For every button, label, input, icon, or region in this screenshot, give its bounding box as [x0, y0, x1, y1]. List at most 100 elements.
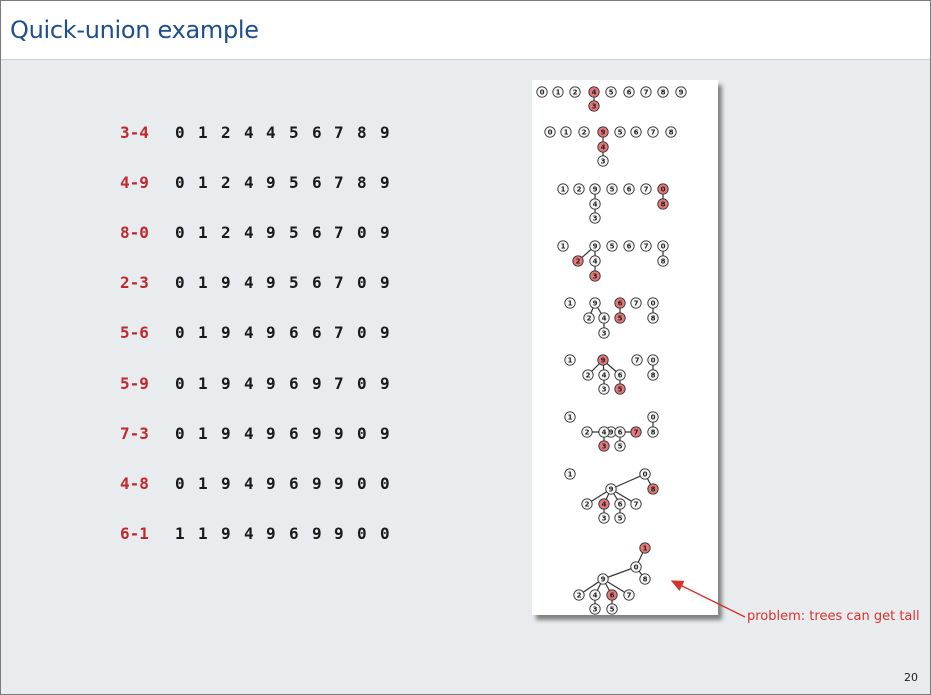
tree-node: 0	[544, 126, 556, 138]
tree-node: 8	[657, 198, 669, 210]
svg-text:7: 7	[651, 128, 656, 136]
id-entry: 9	[221, 474, 231, 493]
svg-text:5: 5	[610, 605, 615, 613]
id-entry: 0	[175, 123, 185, 142]
id-entry: 9	[221, 323, 231, 342]
tree-node: 7	[640, 240, 652, 252]
tree-node: 4	[598, 312, 610, 324]
svg-text:4: 4	[601, 143, 606, 151]
id-entry: 9	[380, 424, 390, 443]
id-entry: 4	[266, 123, 276, 142]
svg-text:0: 0	[651, 299, 656, 307]
id-entry: 0	[175, 323, 185, 342]
tree-node: 5	[606, 240, 618, 252]
union-operation: 7-3	[120, 424, 149, 443]
id-entry: 4	[244, 474, 254, 493]
tree-node: 6	[623, 240, 635, 252]
id-entry: 0	[380, 524, 390, 543]
svg-text:7: 7	[634, 500, 639, 508]
svg-text:8: 8	[651, 371, 656, 379]
forest-snapshot: 1 2 9 4 3 5 6 7 0 8	[557, 183, 669, 224]
svg-text:5: 5	[618, 128, 623, 136]
svg-text:3: 3	[602, 514, 607, 522]
id-entry: 9	[334, 424, 344, 443]
id-entry: 6	[289, 424, 299, 443]
svg-text:4: 4	[593, 591, 598, 599]
id-entry: 9	[380, 273, 390, 292]
tree-node: 4	[589, 255, 601, 267]
id-entry: 1	[198, 424, 208, 443]
id-entry: 5	[289, 123, 299, 142]
tree-node: 9	[597, 354, 609, 366]
tree-node: 2	[581, 426, 593, 438]
id-entry: 9	[266, 173, 276, 192]
svg-text:6: 6	[627, 88, 632, 96]
svg-text:5: 5	[610, 185, 615, 193]
forest-snapshot: 1 0 9 2 4 6 7 8 3 5	[564, 411, 659, 452]
svg-text:4: 4	[593, 200, 598, 208]
svg-text:8: 8	[651, 314, 656, 322]
svg-text:6: 6	[634, 128, 639, 136]
tree-node: 8	[657, 255, 669, 267]
id-entry: 9	[312, 474, 322, 493]
svg-text:4: 4	[602, 314, 607, 322]
svg-text:3: 3	[593, 214, 598, 222]
svg-text:1: 1	[643, 544, 648, 552]
svg-text:7: 7	[627, 591, 632, 599]
id-entry: 9	[380, 123, 390, 142]
svg-text:3: 3	[593, 272, 598, 280]
id-entry: 0	[357, 374, 367, 393]
svg-text:9: 9	[601, 356, 606, 364]
svg-text:2: 2	[585, 428, 590, 436]
id-entry: 9	[380, 374, 390, 393]
tree-node: 2	[573, 183, 585, 195]
svg-text:9: 9	[679, 88, 684, 96]
tree-node: 5	[606, 183, 618, 195]
id-entry: 9	[221, 374, 231, 393]
tree-node: 1	[564, 297, 576, 309]
tree-edge	[610, 473, 646, 490]
forest-snapshot: 0 1 2 9 4 3 5 6 7 8	[544, 126, 677, 167]
tree-edge	[602, 566, 637, 580]
svg-text:9: 9	[593, 299, 598, 307]
id-entry: 6	[289, 524, 299, 543]
tree-node: 0	[630, 561, 642, 573]
tree-node: 2	[573, 589, 585, 601]
tree-node: 4	[598, 369, 610, 381]
slide-title: Quick-union example	[10, 16, 259, 44]
svg-text:7: 7	[634, 428, 639, 436]
tree-node: 6	[623, 183, 635, 195]
svg-text:4: 4	[602, 371, 607, 379]
svg-text:2: 2	[587, 314, 592, 322]
id-entry: 9	[312, 424, 322, 443]
svg-text:2: 2	[582, 128, 587, 136]
svg-text:2: 2	[577, 591, 582, 599]
id-entry: 6	[312, 323, 322, 342]
id-entry: 9	[380, 323, 390, 342]
tree-node: 3	[589, 603, 601, 615]
tree-node: 0	[657, 240, 669, 252]
tree-node: 1	[639, 542, 651, 554]
svg-text:6: 6	[610, 591, 615, 599]
svg-text:6: 6	[618, 500, 623, 508]
svg-text:6: 6	[618, 371, 623, 379]
id-entry: 9	[334, 474, 344, 493]
svg-text:0: 0	[651, 413, 656, 421]
tree-node: 5	[606, 603, 618, 615]
tree-node: 2	[582, 369, 594, 381]
id-entry: 9	[266, 223, 276, 242]
svg-text:4: 4	[602, 428, 607, 436]
tree-node: 5	[614, 440, 626, 452]
id-entry: 9	[380, 173, 390, 192]
svg-text:7: 7	[644, 185, 649, 193]
id-entry: 0	[175, 374, 185, 393]
svg-text:5: 5	[618, 385, 623, 393]
tree-node: 9	[675, 86, 687, 98]
tree-node: 7	[640, 86, 652, 98]
id-entry: 9	[221, 424, 231, 443]
svg-text:6: 6	[618, 428, 623, 436]
